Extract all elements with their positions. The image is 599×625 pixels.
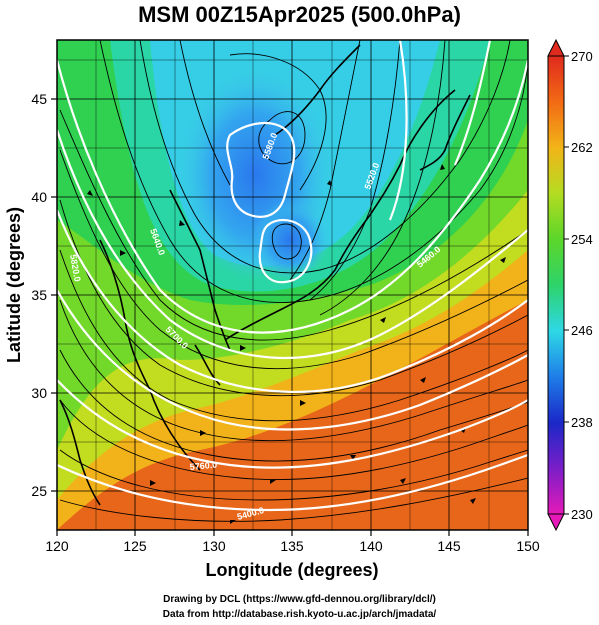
x-tick-labels: 120 125 130 135 140 145 150 [45, 538, 540, 554]
map-title: MSM 00Z15Apr2025 (500.0hPa) [138, 2, 461, 27]
y-tick-label: 30 [31, 385, 47, 401]
x-tick-label: 125 [123, 538, 147, 554]
x-tick-label: 135 [280, 538, 304, 554]
contour-label: 5820.0 [68, 254, 83, 283]
x-tick-label: 145 [437, 538, 461, 554]
data-credit: Data from http://database.rish.kyoto-u.a… [162, 609, 437, 620]
x-tick-label: 140 [359, 538, 383, 554]
colorbar-tick-label: 270 [571, 49, 593, 64]
x-tick-label: 150 [516, 538, 540, 554]
x-axis-label: Longitude (degrees) [205, 560, 378, 580]
x-tick-label: 120 [45, 538, 69, 554]
colorbar-tick-label: 246 [571, 323, 593, 338]
axis-ticks [51, 98, 529, 536]
colorbar-min-arrow [547, 513, 565, 532]
height-contours [57, 40, 528, 512]
colorbar-tick-label: 230 [571, 507, 593, 522]
y-tick-label: 35 [31, 287, 47, 303]
contour-label: 5760.0 [189, 460, 217, 472]
colorbar-tick-label: 262 [571, 140, 593, 155]
colorbar-tick-label: 254 [571, 232, 593, 247]
wind-streamlines [59, 40, 528, 522]
x-tick-label: 130 [202, 538, 226, 554]
drawing-credit: Drawing by DCL (https://www.gfd-dennou.o… [163, 594, 436, 605]
grid-lines [57, 40, 528, 530]
y-tick-label: 40 [31, 189, 47, 205]
y-tick-label: 25 [31, 483, 47, 499]
colorbar-max-arrow [547, 38, 565, 57]
y-axis-label: Latitude (degrees) [4, 207, 24, 363]
y-tick-label: 45 [31, 91, 47, 107]
coastline [59, 44, 471, 506]
y-tick-labels: 25 30 35 40 45 [31, 91, 47, 499]
colorbar-tick-label: 238 [571, 415, 593, 430]
colorbar: 270 262 254 246 238 230 [547, 38, 593, 532]
